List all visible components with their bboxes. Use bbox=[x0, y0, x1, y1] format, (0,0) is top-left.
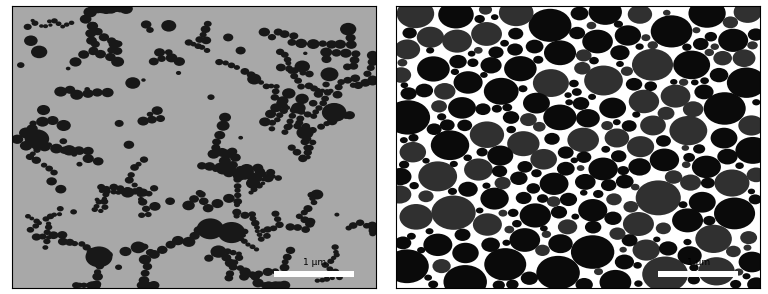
Text: 1 μm: 1 μm bbox=[687, 258, 710, 267]
FancyBboxPatch shape bbox=[274, 270, 354, 277]
Text: b: b bbox=[392, 0, 405, 3]
Text: a: a bbox=[8, 0, 20, 3]
FancyBboxPatch shape bbox=[658, 270, 738, 277]
Text: 1 μm: 1 μm bbox=[303, 258, 326, 267]
